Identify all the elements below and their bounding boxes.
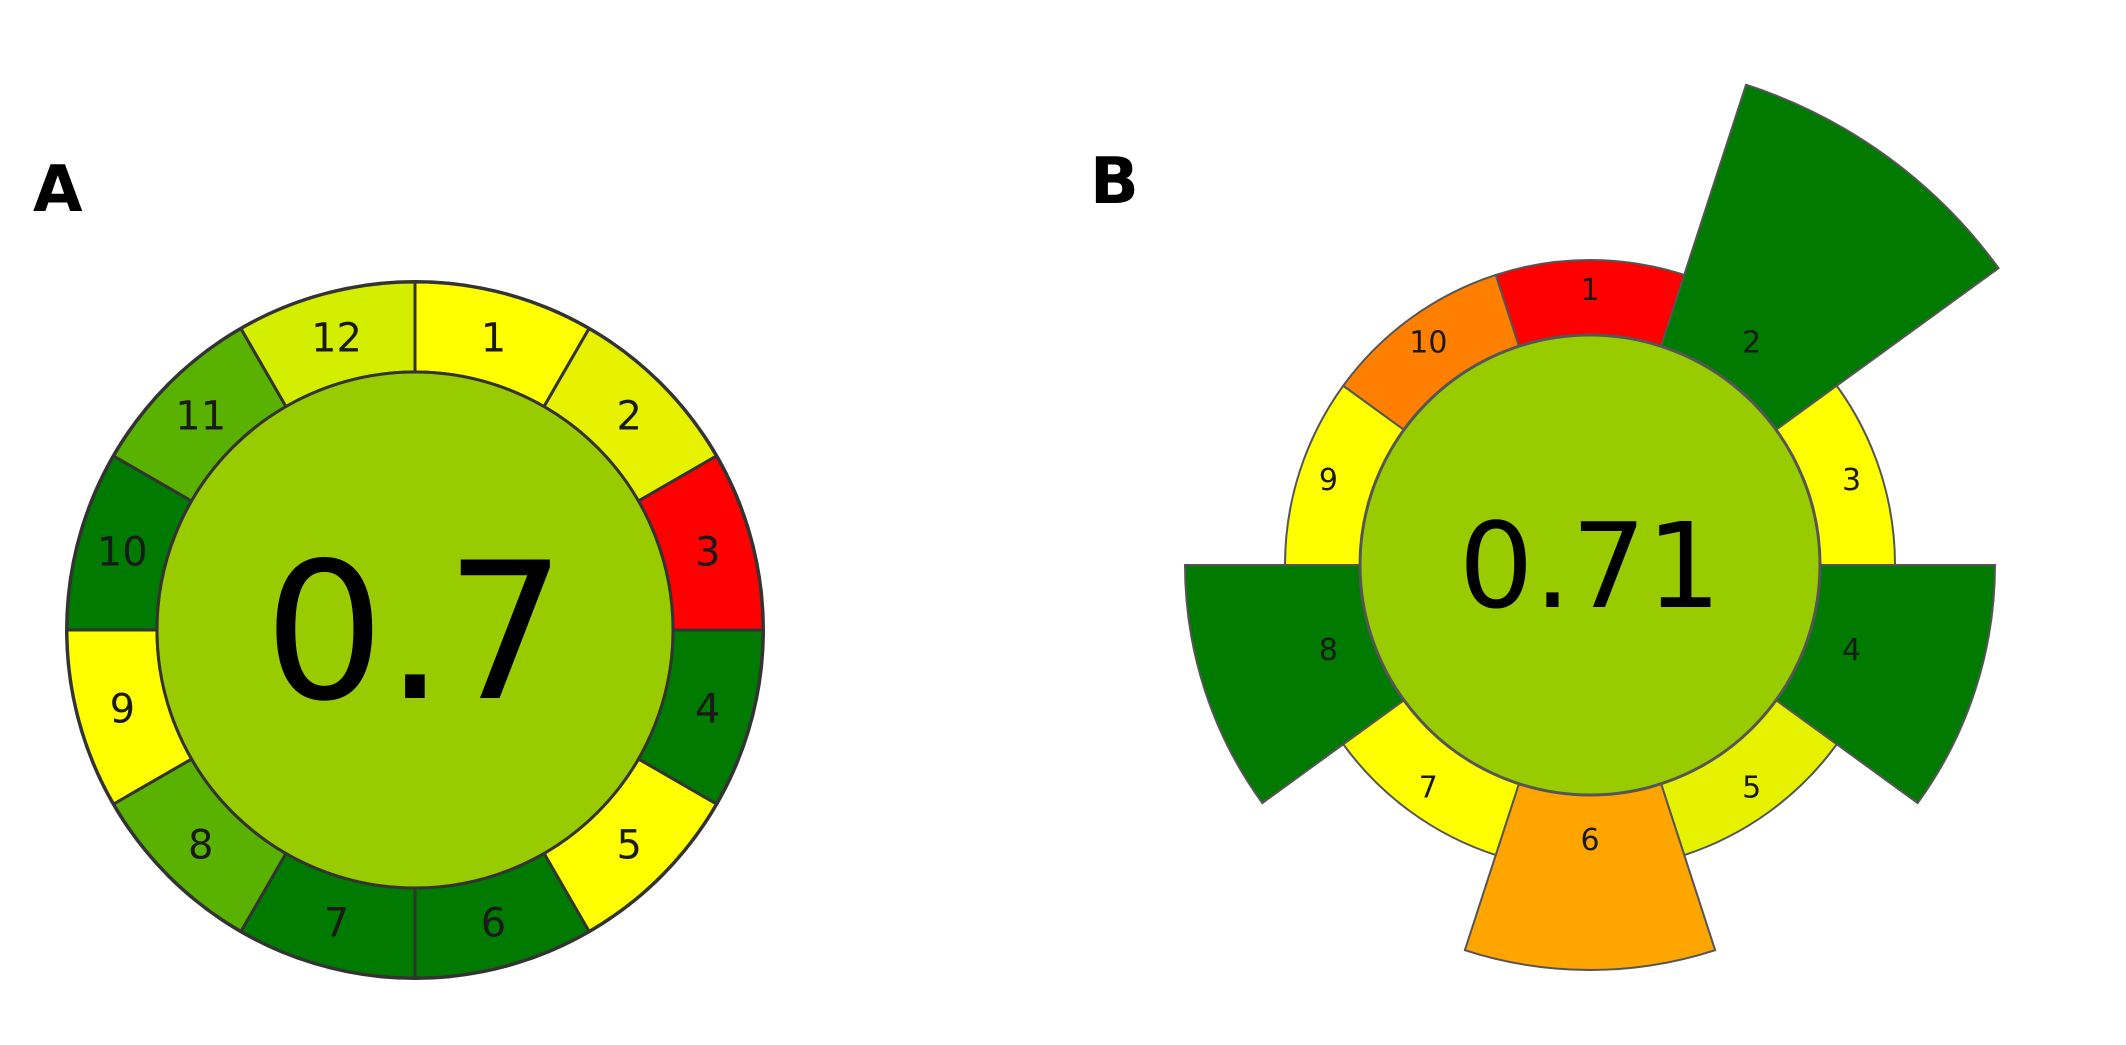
- score-value-a: 0.7: [264, 522, 566, 743]
- segment-label-a-10: 10: [97, 530, 148, 576]
- segment-label-a-11: 11: [175, 394, 226, 440]
- segment-label-b-5: 5: [1742, 770, 1761, 805]
- segment-label-b-8: 8: [1319, 633, 1338, 668]
- segment-label-a-8: 8: [188, 822, 213, 868]
- segment-label-a-2: 2: [617, 394, 642, 440]
- panel-label-b: B: [1090, 145, 1139, 219]
- segment-label-b-1: 1: [1580, 273, 1599, 308]
- segment-label-a-6: 6: [481, 901, 506, 947]
- segment-label-b-3: 3: [1842, 463, 1861, 498]
- segment-label-a-7: 7: [324, 901, 349, 947]
- segment-label-a-5: 5: [617, 822, 642, 868]
- segment-label-a-12: 12: [311, 315, 362, 361]
- segment-label-a-4: 4: [695, 686, 720, 732]
- segment-label-a-3: 3: [695, 530, 720, 576]
- segment-label-b-4: 4: [1842, 633, 1861, 668]
- segment-label-b-7: 7: [1419, 770, 1438, 805]
- segment-label-a-9: 9: [110, 686, 135, 732]
- pictogram-b: 1 2 3 4 5 6 7 8 9 10 0.71: [1183, 83, 2000, 971]
- score-disc-b: [1358, 333, 1822, 797]
- segment-label-b-2: 2: [1742, 326, 1761, 361]
- score-value-b: 0.71: [1459, 497, 1722, 635]
- score-disc-a: [155, 370, 675, 890]
- segment-label-b-6: 6: [1580, 823, 1599, 858]
- segment-label-a-1: 1: [481, 315, 506, 361]
- panel-label-a: A: [33, 153, 83, 227]
- segment-label-b-9: 9: [1319, 463, 1338, 498]
- segment-label-b-10: 10: [1409, 326, 1447, 361]
